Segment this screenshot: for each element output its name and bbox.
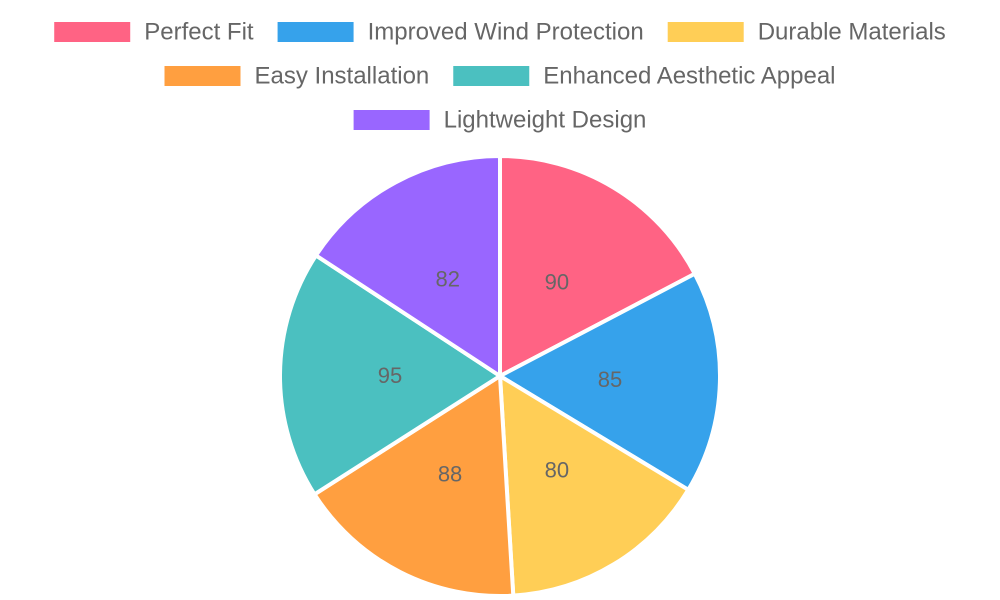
slice-value-label-perfect-fit: 90 bbox=[545, 269, 569, 294]
legend-label-enhanced-aesthetic-appeal: Enhanced Aesthetic Appeal bbox=[543, 63, 835, 90]
legend-label-easy-installation: Easy Installation bbox=[255, 63, 430, 90]
slice-value-label-enhanced-aesthetic-appeal: 95 bbox=[378, 363, 402, 388]
legend-item-lightweight-design[interactable]: Lightweight Design bbox=[353, 107, 647, 134]
pie-slice-improved-wind-protection[interactable] bbox=[498, 271, 722, 492]
legend-item-easy-installation[interactable]: Easy Installation bbox=[164, 63, 430, 90]
legend-label-lightweight-design: Lightweight Design bbox=[444, 107, 647, 134]
pie-slice-perfect-fit[interactable] bbox=[498, 154, 697, 378]
legend-label-durable-materials: Durable Materials bbox=[758, 19, 946, 46]
slice-value-label-improved-wind-protection: 85 bbox=[598, 367, 622, 392]
legend-swatch-perfect-fit bbox=[54, 22, 131, 42]
pie-slice-easy-installation[interactable] bbox=[312, 374, 516, 598]
legend-label-improved-wind-protection: Improved Wind Protection bbox=[368, 19, 644, 46]
legend-item-improved-wind-protection[interactable]: Improved Wind Protection bbox=[277, 19, 644, 46]
legend-swatch-lightweight-design bbox=[353, 110, 430, 130]
legend-swatch-improved-wind-protection bbox=[277, 22, 354, 42]
legend-item-durable-materials[interactable]: Durable Materials bbox=[667, 19, 946, 46]
legend-swatch-enhanced-aesthetic-appeal bbox=[453, 66, 530, 86]
legend: Perfect Fit Improved Wind Protection Durab… bbox=[54, 19, 946, 134]
slice-value-label-lightweight-design: 82 bbox=[435, 267, 459, 292]
legend-label-perfect-fit: Perfect Fit bbox=[144, 19, 254, 46]
pie-slice-lightweight-design[interactable] bbox=[313, 154, 502, 378]
pie-slice-durable-materials[interactable] bbox=[498, 374, 691, 598]
legend-item-perfect-fit[interactable]: Perfect Fit bbox=[54, 19, 254, 46]
slice-value-label-easy-installation: 88 bbox=[438, 462, 462, 487]
legend-swatch-durable-materials bbox=[667, 22, 744, 42]
pie-slices bbox=[278, 154, 722, 598]
slice-value-labels: 90 85 80 88 95 82 bbox=[378, 267, 622, 487]
legend-swatch-easy-installation bbox=[164, 66, 241, 86]
pie-slice-enhanced-aesthetic-appeal[interactable] bbox=[278, 253, 502, 497]
legend-item-enhanced-aesthetic-appeal[interactable]: Enhanced Aesthetic Appeal bbox=[453, 63, 836, 90]
slice-value-label-durable-materials: 80 bbox=[545, 458, 569, 483]
